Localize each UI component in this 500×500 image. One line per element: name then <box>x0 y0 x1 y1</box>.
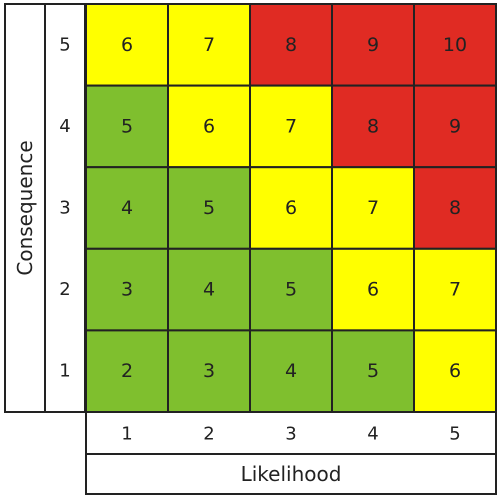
cell-value-label: 4 <box>285 360 297 382</box>
cell-value-label: 7 <box>203 34 215 56</box>
cell-value-label: 6 <box>449 360 461 382</box>
cell-value-label: 5 <box>121 115 133 137</box>
heatmap-cell <box>85 84 169 169</box>
cell-value-label: 4 <box>121 197 133 219</box>
heatmap-cell <box>167 166 251 250</box>
heatmap-cell <box>413 3 497 87</box>
heatmap-cell <box>413 329 497 413</box>
heatmap-cell <box>413 247 497 332</box>
y-tick-label: 4 <box>59 116 70 137</box>
cell-value-label: 7 <box>285 115 297 137</box>
cell-value-label: 2 <box>121 360 133 382</box>
y-tick-label: 2 <box>59 279 70 300</box>
x-tick-label: 2 <box>203 424 214 445</box>
x-tick-label: 1 <box>121 424 132 445</box>
x-tick-row <box>85 411 497 455</box>
cell-value-label: 6 <box>121 34 133 56</box>
cell-value-label: 8 <box>285 34 297 56</box>
cell-value-label: 8 <box>449 197 461 219</box>
cell-value-label: 8 <box>367 115 379 137</box>
cell-value-label: 9 <box>449 115 461 137</box>
heatmap-cell <box>167 247 251 332</box>
cell-value-label: 6 <box>203 115 215 137</box>
cell-value-label: 6 <box>285 197 297 219</box>
heatmap-cells: 6 7 8 9 10 5 6 7 8 9 4 5 6 7 8 3 4 5 6 7 2 3 4 5 6 <box>85 3 497 413</box>
x-axis-title-box <box>85 453 497 495</box>
y-tick-label: 5 <box>59 34 70 55</box>
cell-value-label: 6 <box>367 279 379 301</box>
heatmap-cell <box>331 3 415 87</box>
cell-value-label: 5 <box>285 279 297 301</box>
cell-value-label: 3 <box>203 360 215 382</box>
x-tick-label: 5 <box>449 424 460 445</box>
x-tick-label: 4 <box>367 424 378 445</box>
y-tick-label: 3 <box>59 198 70 219</box>
heatmap-cell <box>249 166 333 250</box>
x-tick-labels: 1 2 3 4 5 <box>121 424 460 445</box>
heatmap-cell <box>331 84 415 169</box>
y-tick-labels: 5 4 3 2 1 <box>59 34 70 381</box>
x-tick-label: 3 <box>285 424 296 445</box>
cell-value-label: 5 <box>203 197 215 219</box>
y-tick-label: 1 <box>59 361 70 382</box>
y-axis-title-box <box>4 3 46 413</box>
cell-value-label: 4 <box>203 279 215 301</box>
y-tick-column <box>44 3 86 413</box>
cell-value-label: 3 <box>121 279 133 301</box>
cell-value-label: 10 <box>443 34 467 56</box>
cell-value-label: 9 <box>367 34 379 56</box>
heatmap-cell <box>249 329 333 413</box>
cell-value-label: 7 <box>367 197 379 219</box>
heatmap-cell <box>167 329 251 413</box>
y-axis-title: Consequence <box>13 140 37 275</box>
heatmap-cell <box>167 84 251 169</box>
heatmap-cell <box>413 84 497 169</box>
heatmap-cell <box>85 247 169 332</box>
heatmap-cell <box>413 166 497 250</box>
cell-value-label: 7 <box>449 279 461 301</box>
x-axis-title: Likelihood <box>241 462 342 486</box>
cell-value-label: 5 <box>367 360 379 382</box>
heatmap-cell <box>85 166 169 250</box>
